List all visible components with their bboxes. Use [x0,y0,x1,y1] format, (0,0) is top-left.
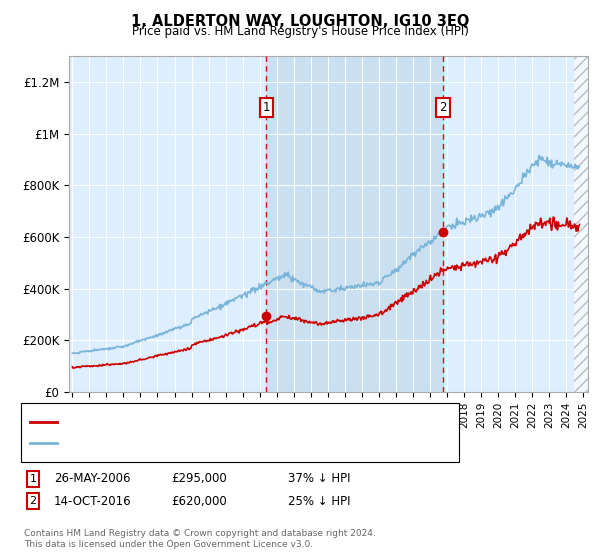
Text: HPI: Average price, detached house, Epping Forest: HPI: Average price, detached house, Eppi… [63,438,340,448]
Text: 14-OCT-2016: 14-OCT-2016 [54,494,131,508]
Text: 2: 2 [439,101,447,114]
Bar [574,56,600,392]
Text: 1: 1 [29,474,37,484]
Text: 26-MAY-2006: 26-MAY-2006 [54,472,131,486]
Text: 1, ALDERTON WAY, LOUGHTON, IG10 3EQ: 1, ALDERTON WAY, LOUGHTON, IG10 3EQ [131,14,469,29]
Text: Price paid vs. HM Land Registry's House Price Index (HPI): Price paid vs. HM Land Registry's House … [131,25,469,38]
Text: 25% ↓ HPI: 25% ↓ HPI [288,494,350,508]
Text: Contains HM Land Registry data © Crown copyright and database right 2024.
This d: Contains HM Land Registry data © Crown c… [24,529,376,549]
Text: 1, ALDERTON WAY, LOUGHTON, IG10 3EQ (detached house): 1, ALDERTON WAY, LOUGHTON, IG10 3EQ (det… [63,417,390,427]
Bar [266,56,443,392]
Text: 2: 2 [29,496,37,506]
Text: 37% ↓ HPI: 37% ↓ HPI [288,472,350,486]
Text: 1: 1 [263,101,270,114]
Text: £620,000: £620,000 [171,494,227,508]
Bar [574,56,600,392]
Text: £295,000: £295,000 [171,472,227,486]
